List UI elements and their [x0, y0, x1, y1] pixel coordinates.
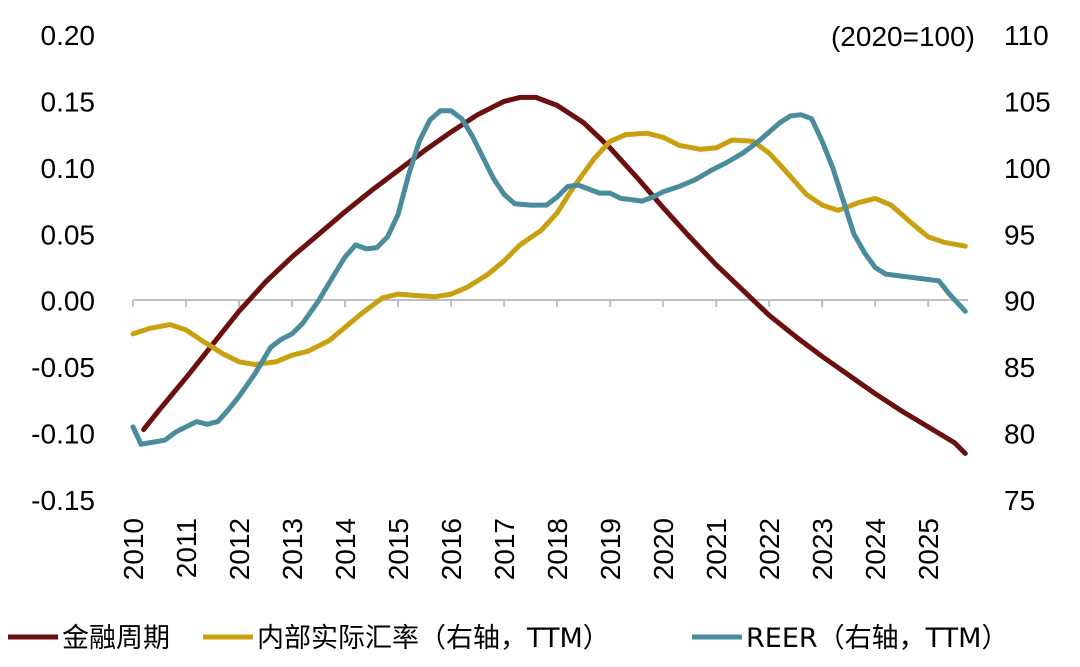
x-tick-label: 2023 [807, 518, 838, 580]
series-layer [130, 94, 968, 456]
left-tick-label: 0.00 [41, 286, 96, 317]
left-tick-label: -0.10 [31, 419, 95, 450]
legend-label-internal-real-exchange-rate: 内部实际汇率（右轴，TTM） [257, 623, 610, 654]
right-tick-label: 85 [1004, 352, 1035, 383]
right-tick-label: 105 [1004, 86, 1051, 117]
x-tick-label: 2011 [171, 518, 202, 578]
series-line-internal-real-exchange-rate [130, 130, 968, 367]
x-tick-label: 2013 [277, 518, 308, 580]
x-tick-label: 2016 [436, 518, 467, 580]
right-tick-label: 100 [1004, 153, 1051, 184]
left-tick-label: 0.05 [41, 219, 96, 250]
right-tick-label: 110 [1004, 20, 1049, 51]
x-tick-label: 2017 [489, 518, 520, 580]
x-tick-label: 2020 [648, 518, 679, 580]
x-tick-label: 2018 [542, 518, 573, 580]
right-tick-label: 90 [1004, 286, 1035, 317]
x-tick-label: 2022 [754, 518, 785, 580]
right-axis-note: (2020=100) [831, 21, 975, 52]
left-tick-label: -0.05 [31, 352, 95, 383]
x-tick-label: 2015 [383, 518, 414, 580]
series-line-financial-cycle [141, 94, 968, 456]
legend-label-reer: REER（右轴，TTM） [746, 623, 1008, 654]
series-line-reer [130, 108, 968, 447]
left-tick-label: 0.10 [41, 153, 96, 184]
right-axis-ticks: 105 100 95 90 85 80 75 110 [1004, 20, 1051, 516]
right-tick-label: 80 [1004, 419, 1035, 450]
left-tick-label: 0.15 [41, 86, 96, 117]
right-tick-label: 75 [1004, 485, 1035, 516]
x-tick-label: 2021 [701, 518, 732, 580]
right-tick-label: 95 [1004, 219, 1035, 250]
x-tick-label: 2019 [595, 518, 626, 580]
x-tick-label: 2024 [860, 518, 891, 580]
x-tick-label: 2012 [224, 518, 255, 580]
x-tick-label: 2025 [913, 518, 944, 580]
x-axis: 2010 2011 2012 2013 2014 2015 2016 2017 2018 2019… [118, 299, 968, 580]
left-tick-label: -0.15 [31, 485, 95, 516]
left-axis-ticks: 0.20 0.15 0.10 0.05 0.00 -0.05 -0.10 -0.15 [31, 20, 95, 516]
legend-label-financial-cycle: 金融周期 [62, 623, 170, 654]
x-tick-label: 2010 [118, 518, 149, 580]
legend: 金融周期 内部实际汇率（右轴，TTM） REER（右轴，TTM） [8, 623, 1008, 654]
left-tick-label: 0.20 [41, 20, 96, 51]
x-tick-label: 2014 [330, 518, 361, 580]
